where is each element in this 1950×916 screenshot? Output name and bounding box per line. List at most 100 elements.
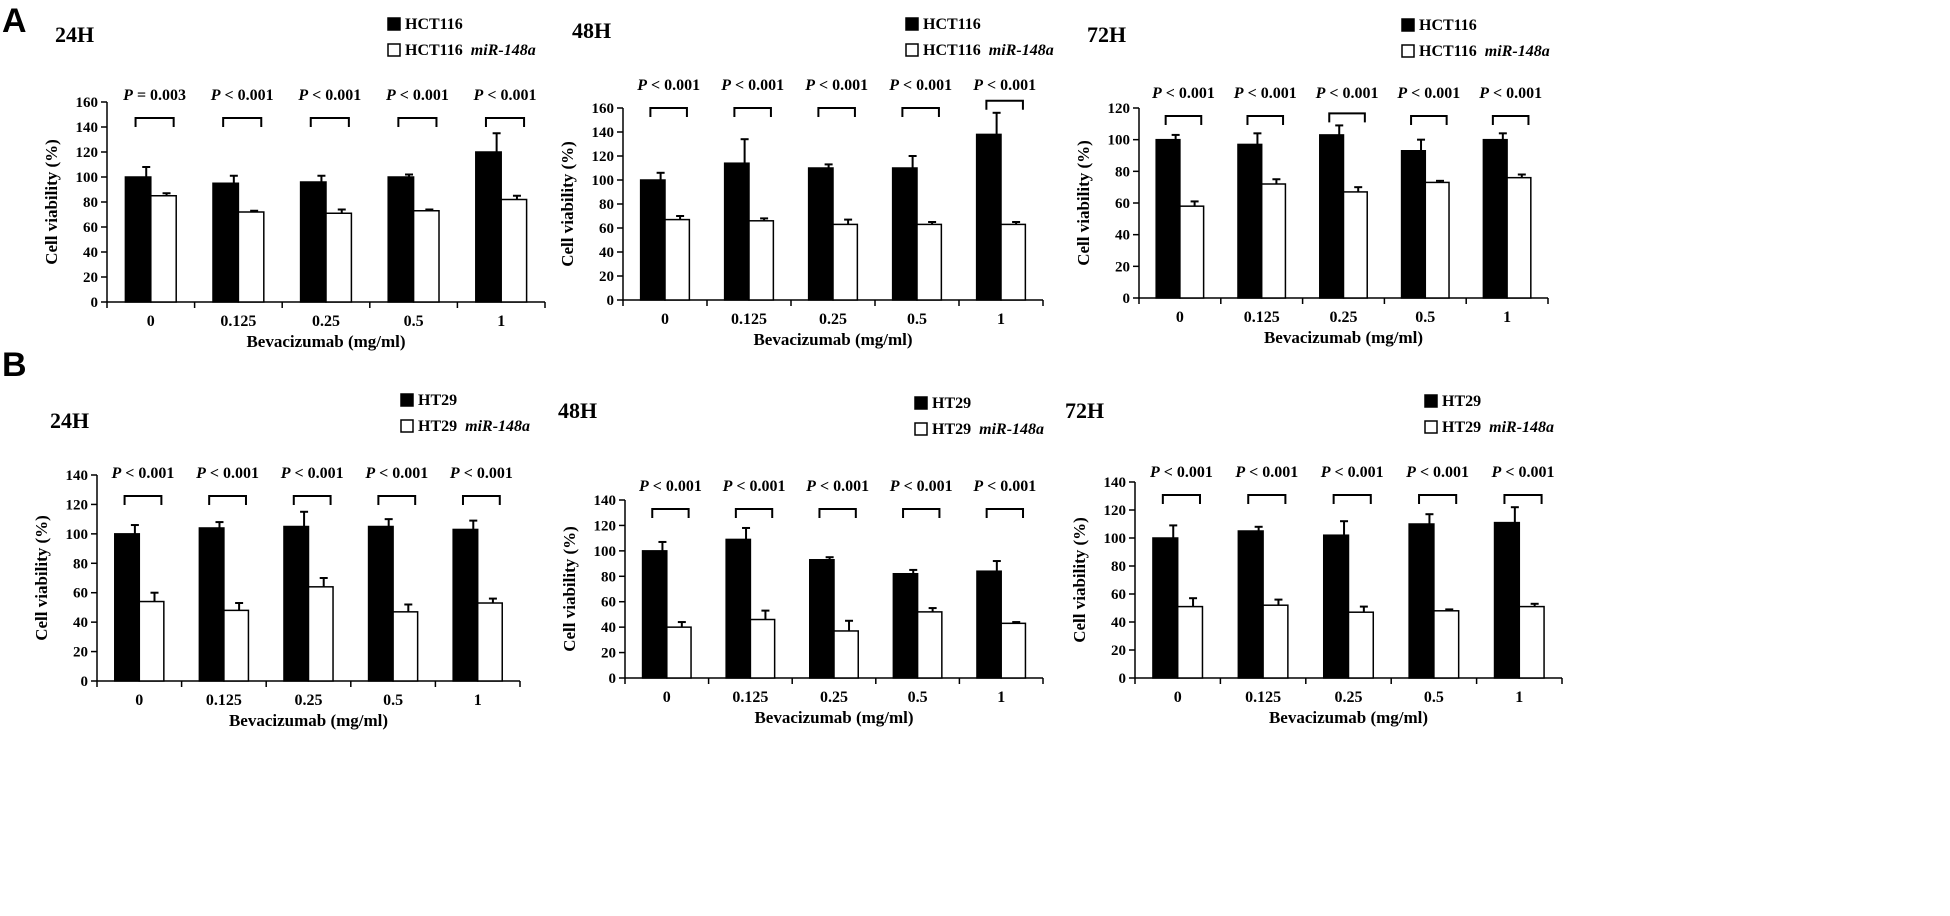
y-tick-label: 80 xyxy=(599,197,614,213)
significance-bracket xyxy=(734,508,774,518)
legend-swatch xyxy=(905,43,919,57)
p-value-label: P < 0.001 xyxy=(1149,464,1213,481)
legend-swatch xyxy=(914,422,928,436)
x-category-label: 0.5 xyxy=(404,313,424,330)
significance-bracket xyxy=(985,508,1025,518)
bar-mir148a xyxy=(1262,604,1289,679)
bar-control xyxy=(639,179,666,301)
x-category-label: 0.5 xyxy=(908,689,928,706)
p-value-label: P < 0.001 xyxy=(449,465,513,482)
bar-mir148a xyxy=(1347,611,1375,679)
x-category-label: 0.5 xyxy=(907,311,927,328)
bar-control xyxy=(475,151,502,303)
chart-title: 48H xyxy=(572,18,611,43)
bar-mir148a xyxy=(832,223,859,301)
bar-control xyxy=(387,176,415,303)
p-value-label: P < 0.001 xyxy=(1234,464,1298,481)
bar-control xyxy=(891,167,918,301)
legend-swatch xyxy=(400,393,414,407)
legend-label: HT29 xyxy=(418,392,457,409)
bar-mir148a xyxy=(138,600,165,682)
chart-a-24h: 24H HCT116 HCT116 miR-148a 0 20 40 60 80 100 120 14… xyxy=(42,16,546,351)
legend-label: HT29 xyxy=(1442,393,1481,410)
significance-bracket xyxy=(461,495,501,505)
bar-control xyxy=(452,528,479,682)
chart-b-48h: 48H HT29 HT29 miR-148a 0 20 40 60 80 100 120 140 Cel… xyxy=(558,395,1044,727)
bar-control xyxy=(809,559,835,679)
x-category-label: 0 xyxy=(135,692,143,709)
bar-mir148a xyxy=(1179,205,1205,299)
bar-control xyxy=(807,167,834,301)
bar-control xyxy=(1319,134,1345,299)
p-value-label: P < 0.001 xyxy=(1315,85,1379,102)
p-value-label: P < 0.001 xyxy=(1320,464,1384,481)
significance-bracket xyxy=(1246,115,1285,125)
legend-label: HCT116 xyxy=(923,16,981,33)
legend-swatch xyxy=(914,396,928,410)
x-category-label: 0.125 xyxy=(731,311,767,328)
bar-control xyxy=(1155,138,1181,299)
p-value-label: P < 0.001 xyxy=(889,478,953,495)
p-value-label: P < 0.001 xyxy=(297,87,361,104)
y-tick-label: 0 xyxy=(91,295,99,311)
chart-a-48h: 48H HCT116 HCT116 miR-148a 0 20 40 60 80 100 120 14… xyxy=(558,16,1054,349)
y-tick-label: 120 xyxy=(594,518,617,534)
legend-label: HT29 xyxy=(932,395,971,412)
bar-mir148a xyxy=(1518,605,1545,679)
chart-title: 72H xyxy=(1065,398,1104,423)
significance-bracket xyxy=(817,107,856,117)
bar-control xyxy=(1152,537,1179,679)
bar-mir148a xyxy=(1506,176,1532,299)
p-value-label: P < 0.001 xyxy=(638,478,702,495)
significance-bracket xyxy=(292,495,332,505)
y-tick-label: 40 xyxy=(601,620,616,636)
p-value-label: P < 0.001 xyxy=(1478,85,1542,102)
significance-bracket xyxy=(733,107,772,117)
p-value-label: P < 0.001 xyxy=(1396,85,1460,102)
x-category-label: 0.25 xyxy=(1330,309,1358,326)
y-tick-label: 40 xyxy=(1111,615,1126,631)
y-tick-label: 140 xyxy=(1104,475,1127,491)
significance-bracket xyxy=(985,99,1024,110)
y-tick-label: 60 xyxy=(601,595,616,611)
legend-label: HCT116 miR-148a xyxy=(1419,43,1550,60)
p-value-label: P < 0.001 xyxy=(722,478,786,495)
chart-title: 72H xyxy=(1087,22,1126,47)
x-category-label: 1 xyxy=(997,689,1005,706)
y-tick-label: 0 xyxy=(607,293,615,309)
y-tick-label: 40 xyxy=(1115,228,1130,244)
significance-bracket xyxy=(651,508,690,518)
bar-control xyxy=(212,182,240,303)
p-value-label: P < 0.001 xyxy=(1491,464,1555,481)
significance-bracket xyxy=(1161,494,1201,504)
chart-title: 48H xyxy=(558,398,597,423)
p-value-label: P < 0.001 xyxy=(111,465,175,482)
significance-bracket xyxy=(1164,115,1203,125)
y-axis-label: Cell viability (%) xyxy=(560,526,579,652)
x-category-label: 0.125 xyxy=(206,692,242,709)
p-value-label: P < 0.001 xyxy=(195,465,259,482)
significance-bracket xyxy=(484,117,526,127)
legend-label: HCT116 miR-148a xyxy=(923,42,1054,59)
y-tick-label: 20 xyxy=(601,646,616,662)
x-category-label: 0.125 xyxy=(220,313,256,330)
x-axis-label: Bevacizumab (mg/ml) xyxy=(1269,708,1428,727)
chart-a-72h: 72H HCT116 HCT116 miR-148a 0 20 40 60 80 100 120 Ce… xyxy=(1074,17,1550,347)
x-category-label: 0.25 xyxy=(819,311,847,328)
p-value-label: P < 0.001 xyxy=(1233,85,1297,102)
y-tick-label: 60 xyxy=(73,586,88,602)
y-tick-label: 140 xyxy=(594,493,617,509)
chart-b-24h: 24H HT29 HT29 miR-148a 0 20 40 60 80 100 120 140 Cel… xyxy=(32,392,530,730)
bar-mir148a xyxy=(1260,183,1287,299)
y-tick-label: 60 xyxy=(83,220,98,236)
y-axis-label: Cell viability (%) xyxy=(1074,140,1093,266)
p-value-label: P < 0.001 xyxy=(280,465,344,482)
y-tick-label: 40 xyxy=(83,245,98,261)
x-category-label: 1 xyxy=(1503,309,1511,326)
y-tick-label: 120 xyxy=(592,149,615,165)
x-category-label: 0.5 xyxy=(1424,689,1444,706)
legend-swatch xyxy=(1424,394,1438,408)
significance-bracket xyxy=(901,107,940,117)
p-value-label: P = 0.003 xyxy=(122,87,186,104)
y-tick-label: 60 xyxy=(1115,196,1130,212)
